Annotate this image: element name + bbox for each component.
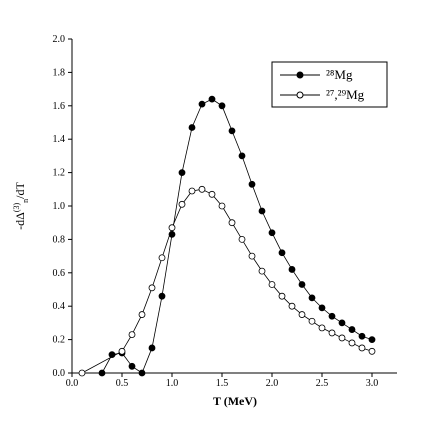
point <box>308 294 316 302</box>
point <box>138 369 146 377</box>
point <box>268 229 276 237</box>
point <box>188 187 196 195</box>
y-tick-label: 1.2 <box>53 168 66 179</box>
point <box>258 267 266 275</box>
point <box>328 329 336 337</box>
y-tick-label: 1.4 <box>53 134 66 145</box>
point <box>298 281 306 288</box>
point <box>218 102 226 110</box>
point <box>148 344 156 352</box>
point <box>128 331 136 338</box>
legend-marker <box>296 71 304 79</box>
y-tick-label: 0.6 <box>53 268 66 279</box>
point <box>98 369 106 377</box>
point <box>158 254 166 262</box>
point <box>138 311 146 318</box>
point <box>198 185 206 193</box>
point <box>198 100 206 108</box>
x-tick-label: 3.0 <box>366 378 379 389</box>
legend-label: ²⁸Mg <box>326 67 353 82</box>
point <box>368 347 376 355</box>
point <box>238 235 246 243</box>
point <box>188 124 196 131</box>
point <box>228 219 236 227</box>
point <box>168 224 176 232</box>
y-label-part: -dΔ <box>13 212 27 230</box>
point <box>338 334 346 342</box>
x-tick-label: 0.0 <box>66 378 79 389</box>
point <box>328 312 336 320</box>
point <box>318 304 326 312</box>
y-tick-label: 0.0 <box>53 368 66 379</box>
y-tick-label: 1.8 <box>53 67 66 78</box>
y-label-part: (3) <box>12 202 21 212</box>
x-tick-label: 1.5 <box>216 378 229 389</box>
point <box>308 317 316 325</box>
y-tick-label: 1.0 <box>53 201 66 212</box>
point <box>78 369 86 377</box>
x-tick-label: 2.0 <box>266 378 279 389</box>
x-tick-label: 2.5 <box>316 378 329 389</box>
y-tick-label: 0.8 <box>53 234 66 245</box>
y-tick-label: 0.2 <box>53 335 66 346</box>
point <box>238 152 246 160</box>
legend-marker <box>296 91 304 99</box>
point <box>248 252 256 260</box>
point <box>218 202 226 210</box>
point <box>348 326 356 333</box>
point <box>178 169 186 177</box>
point <box>278 292 286 300</box>
point <box>318 324 326 332</box>
point <box>208 190 216 198</box>
x-axis-label: T (MeV) <box>213 394 257 408</box>
point <box>258 207 266 215</box>
legend-box <box>271 61 388 108</box>
point <box>298 311 306 318</box>
point <box>228 127 236 135</box>
series-line <box>81 188 373 374</box>
point <box>368 336 376 344</box>
series-line <box>101 98 373 374</box>
x-tick-label: 0.5 <box>116 378 129 389</box>
y-label-part: /dT <box>13 181 27 198</box>
y-axis-label: -dΔ(3)n/dT <box>12 181 30 229</box>
y-label-part: n <box>21 199 30 203</box>
point <box>268 281 276 288</box>
point <box>288 266 296 273</box>
point <box>288 302 296 310</box>
legend-label: ²⁷,²⁹Mg <box>326 87 365 102</box>
point <box>348 339 356 347</box>
y-tick-label: 2.0 <box>53 34 66 45</box>
point <box>338 319 346 327</box>
point <box>358 344 366 352</box>
point <box>178 200 186 208</box>
point <box>358 332 366 340</box>
point <box>118 347 126 355</box>
point <box>128 362 136 370</box>
point <box>158 292 166 300</box>
x-tick-label: 1.0 <box>166 378 179 389</box>
point <box>148 284 156 292</box>
point <box>278 249 286 257</box>
y-tick-label: 0.4 <box>53 301 66 312</box>
y-tick-label: 1.6 <box>53 101 66 112</box>
point <box>208 95 216 103</box>
point <box>248 180 256 188</box>
